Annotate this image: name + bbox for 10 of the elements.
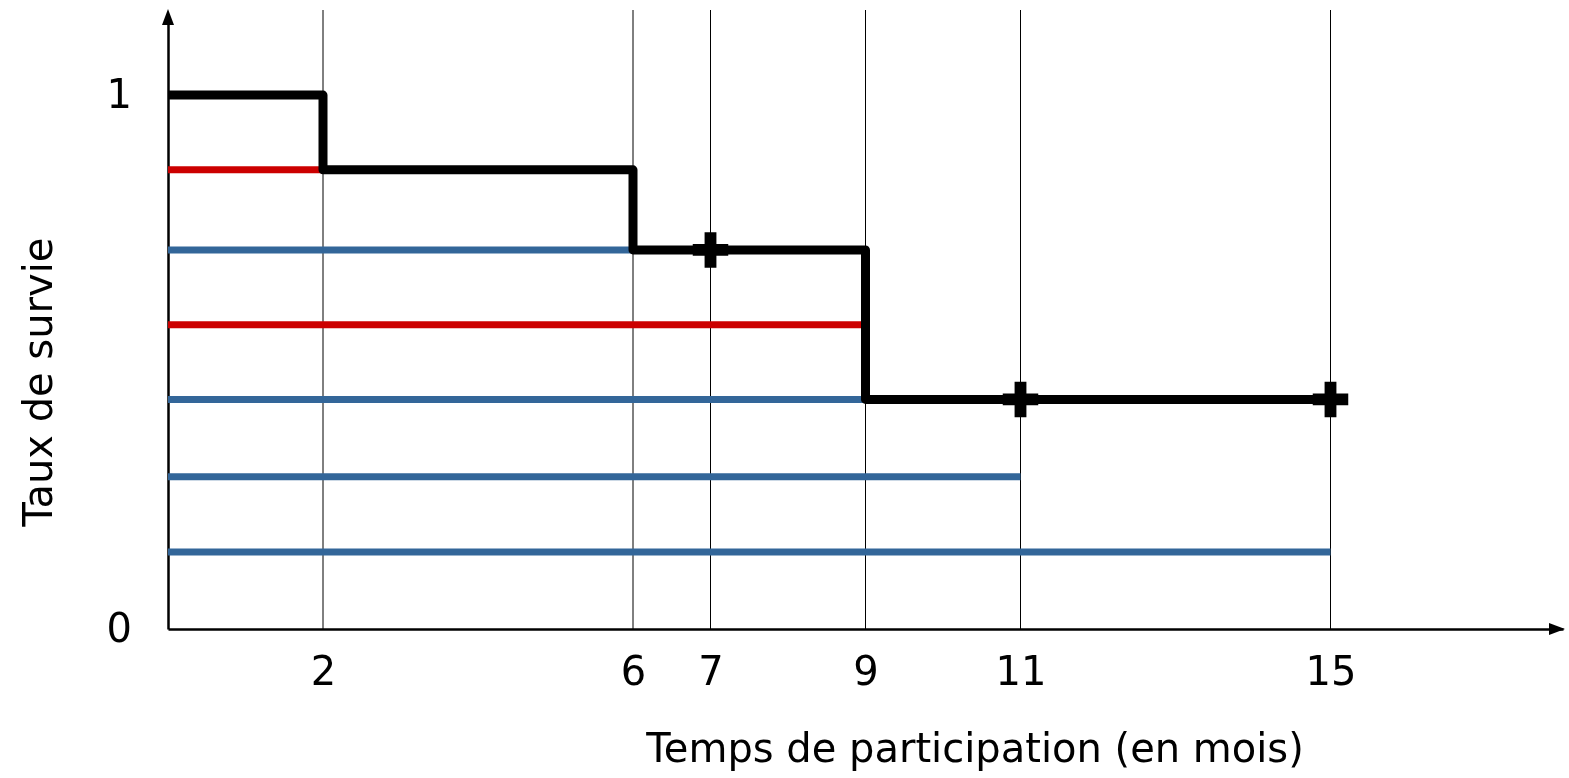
x-tick-label: 15 bbox=[1305, 648, 1357, 695]
y-tick-label: 1 bbox=[106, 71, 132, 118]
x-tick-label: 2 bbox=[310, 648, 337, 695]
y-axis-title: Taux de survie bbox=[15, 237, 61, 528]
x-tick-label: 6 bbox=[620, 648, 647, 695]
x-tick-label: 11 bbox=[995, 648, 1047, 695]
x-tick-label: 7 bbox=[698, 648, 724, 695]
x-axis-title: Temps de participation (en mois) bbox=[645, 725, 1304, 771]
x-tick-label: 9 bbox=[853, 648, 879, 695]
y-tick-label: 0 bbox=[106, 605, 132, 652]
